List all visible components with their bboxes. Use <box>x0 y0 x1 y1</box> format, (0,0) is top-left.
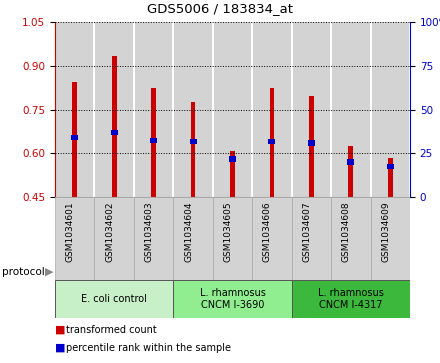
Bar <box>213 197 252 280</box>
Text: L. rhamnosus
CNCM I-3690: L. rhamnosus CNCM I-3690 <box>200 288 265 310</box>
Text: ▶: ▶ <box>45 267 54 277</box>
Bar <box>371 22 409 197</box>
Bar <box>190 139 197 144</box>
Bar <box>112 56 117 197</box>
Bar <box>308 140 315 146</box>
Bar <box>55 280 173 318</box>
Text: transformed count: transformed count <box>66 325 157 335</box>
Bar <box>150 138 157 143</box>
Bar <box>331 197 370 280</box>
Text: GSM1034608: GSM1034608 <box>342 201 351 262</box>
Bar <box>173 280 292 318</box>
Text: protocol: protocol <box>2 267 45 277</box>
Text: GSM1034606: GSM1034606 <box>263 201 272 262</box>
Bar <box>388 158 392 197</box>
Bar <box>55 197 95 280</box>
Bar <box>135 22 172 197</box>
Bar <box>292 197 331 280</box>
Text: GSM1034603: GSM1034603 <box>145 201 154 262</box>
Bar <box>56 22 93 197</box>
Text: ■: ■ <box>55 325 66 335</box>
Bar <box>252 197 292 280</box>
Bar <box>387 164 394 169</box>
Bar <box>173 197 213 280</box>
Bar <box>230 151 235 197</box>
Text: GSM1034607: GSM1034607 <box>302 201 312 262</box>
Bar <box>293 22 330 197</box>
Text: GDS5006 / 183834_at: GDS5006 / 183834_at <box>147 2 293 15</box>
Bar <box>134 197 173 280</box>
Bar <box>110 130 118 135</box>
Text: GSM1034604: GSM1034604 <box>184 201 193 262</box>
Bar <box>253 22 291 197</box>
Bar <box>151 87 156 197</box>
Bar <box>309 96 314 197</box>
Text: L. rhamnosus
CNCM I-4317: L. rhamnosus CNCM I-4317 <box>318 288 384 310</box>
Text: GSM1034605: GSM1034605 <box>224 201 232 262</box>
Bar <box>214 22 251 197</box>
Bar <box>72 82 77 197</box>
Bar <box>95 22 133 197</box>
Text: ■: ■ <box>55 343 66 353</box>
Text: GSM1034602: GSM1034602 <box>105 201 114 262</box>
Text: GSM1034601: GSM1034601 <box>66 201 75 262</box>
Bar <box>229 156 236 162</box>
Bar <box>268 139 275 144</box>
Bar <box>292 280 410 318</box>
Text: E. coli control: E. coli control <box>81 294 147 304</box>
Bar <box>270 87 274 197</box>
Bar <box>347 159 354 165</box>
Bar <box>95 197 134 280</box>
Text: GSM1034609: GSM1034609 <box>381 201 390 262</box>
Bar <box>191 102 195 197</box>
Bar <box>71 135 78 140</box>
Bar <box>174 22 212 197</box>
Bar <box>370 197 410 280</box>
Bar <box>332 22 370 197</box>
Bar <box>348 146 353 197</box>
Text: percentile rank within the sample: percentile rank within the sample <box>66 343 231 353</box>
